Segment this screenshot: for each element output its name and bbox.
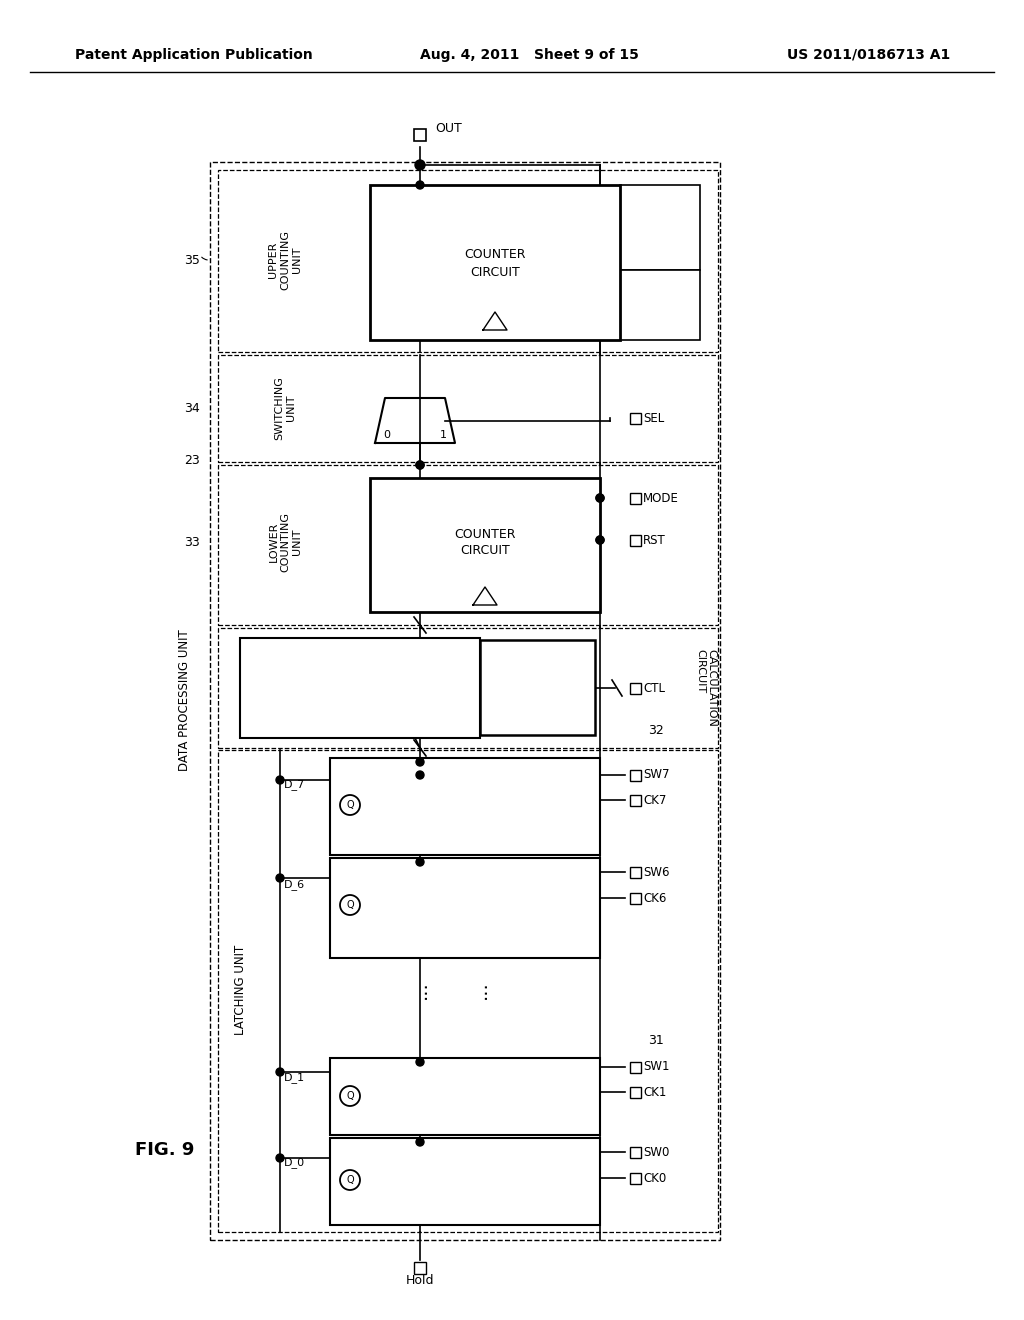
Circle shape [415,160,425,170]
Bar [370,478,600,612]
Text: FIG. 9: FIG. 9 [135,1140,195,1159]
Text: 32: 32 [648,723,664,737]
Bar [630,492,641,504]
Text: CK0: CK0 [643,1172,667,1184]
Bar [630,413,641,424]
Bar [620,185,700,271]
Text: SEL: SEL [643,412,665,425]
Circle shape [276,776,284,784]
Bar [218,355,718,462]
Circle shape [276,874,284,882]
Bar [218,628,718,748]
Text: SW7: SW7 [643,768,670,781]
Bar [630,1147,641,1158]
Text: CALCULATION
CIRCUIT: CALCULATION CIRCUIT [695,649,717,727]
Text: Q: Q [346,1175,354,1185]
Bar [620,271,700,341]
Circle shape [416,461,424,469]
Text: LOWER
COUNTING
UNIT: LOWER COUNTING UNIT [268,512,302,572]
Circle shape [416,758,424,766]
Bar [630,1173,641,1184]
Text: LATCHING UNIT: LATCHING UNIT [233,945,247,1035]
Text: ...: ... [411,981,429,999]
Text: CTL: CTL [643,681,665,694]
Text: SW1: SW1 [643,1060,670,1073]
Text: D_0: D_0 [284,1158,305,1168]
Text: CIRCUIT: CIRCUIT [470,265,520,279]
Text: D_6: D_6 [284,879,305,891]
Bar [218,750,718,1232]
Text: COUNTER: COUNTER [464,248,525,261]
Bar [210,162,720,1239]
Text: D_7: D_7 [284,780,305,791]
Circle shape [416,181,424,189]
Circle shape [596,536,604,544]
Text: DATA PROCESSING UNIT: DATA PROCESSING UNIT [178,630,191,771]
Text: Q: Q [346,800,354,810]
Circle shape [416,1059,424,1067]
Bar [630,894,641,904]
Text: US 2011/0186713 A1: US 2011/0186713 A1 [786,48,950,62]
Text: ...: ... [470,981,489,999]
Text: Patent Application Publication: Patent Application Publication [75,48,312,62]
Bar [218,465,718,624]
Bar [630,867,641,878]
Text: CK7: CK7 [643,793,667,807]
Circle shape [596,494,604,502]
Bar [630,682,641,694]
Circle shape [416,1138,424,1146]
Circle shape [416,858,424,866]
Text: Hold: Hold [406,1274,434,1287]
Text: D_1: D_1 [284,1073,305,1084]
Text: SW6: SW6 [643,866,670,879]
Text: Aug. 4, 2011   Sheet 9 of 15: Aug. 4, 2011 Sheet 9 of 15 [420,48,639,62]
Text: 1: 1 [439,430,446,440]
Text: MODE: MODE [643,491,679,504]
Text: CIRCUIT: CIRCUIT [460,544,510,557]
Bar [370,185,620,341]
Bar [630,1086,641,1098]
Bar [330,1059,600,1135]
Circle shape [596,494,604,502]
Bar [630,535,641,546]
Bar [414,1262,426,1274]
Bar [630,1063,641,1073]
Circle shape [416,461,424,469]
Text: Q: Q [346,900,354,909]
Circle shape [596,536,604,544]
Text: UPPER
COUNTING
UNIT: UPPER COUNTING UNIT [268,230,302,290]
Text: 33: 33 [184,536,200,549]
Circle shape [416,771,424,779]
Bar [414,129,426,141]
Bar [218,170,718,352]
Text: CK6: CK6 [643,891,667,904]
Text: 34: 34 [184,401,200,414]
Text: Q: Q [346,1092,354,1101]
Bar [630,795,641,807]
Text: OUT: OUT [435,121,462,135]
Text: CK1: CK1 [643,1085,667,1098]
Text: 0: 0 [384,430,390,440]
Text: COUNTER: COUNTER [455,528,516,541]
Text: SWITCHING
UNIT: SWITCHING UNIT [274,376,296,440]
Text: CALCULATION
UNIT: CALCULATION UNIT [254,675,336,702]
Bar [630,770,641,781]
Text: 35: 35 [184,253,200,267]
Text: SW0: SW0 [643,1146,670,1159]
Circle shape [276,1154,284,1162]
Text: 31: 31 [648,1034,664,1047]
Circle shape [276,1068,284,1076]
Bar [480,640,595,735]
Bar [330,858,600,958]
Text: RST: RST [643,533,666,546]
FancyArrowPatch shape [652,671,684,688]
Bar [330,758,600,855]
Bar [240,638,480,738]
Bar [330,1138,600,1225]
Text: 23: 23 [184,454,200,466]
